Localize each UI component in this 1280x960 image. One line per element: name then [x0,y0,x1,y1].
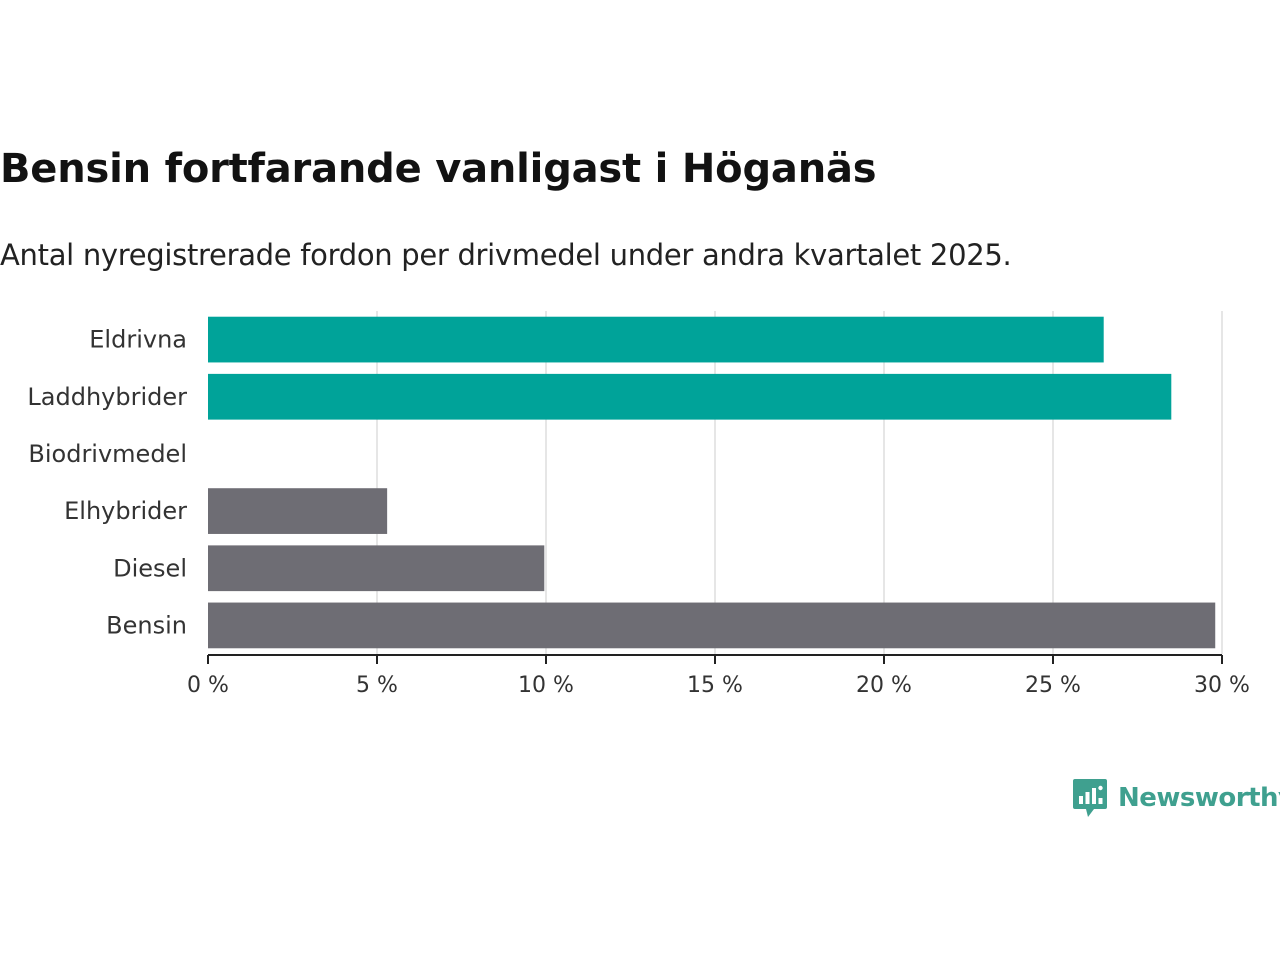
bar [208,373,1172,420]
category-label: Eldrivna [89,326,187,354]
category-label: Laddhybrider [27,383,187,411]
newsworthy-logo: Newsworthy [1072,776,1280,820]
logo-text: Newsworthy [1118,783,1280,813]
bar-chart-speech-bubble-icon [1073,779,1107,817]
x-tick-label: 5 % [356,673,398,698]
x-tick-label: 0 % [187,673,229,698]
category-label: Diesel [113,554,187,582]
chart-subtitle: Antal nyregistrerade fordon per drivmede… [0,238,1012,272]
category-label: Biodrivmedel [28,440,187,468]
x-tick-label: 10 % [518,673,574,698]
bar [208,316,1104,363]
x-tick-label: 15 % [687,673,743,698]
category-label: Elhybrider [64,497,187,525]
x-tick-label: 30 % [1194,673,1250,698]
bar [208,488,388,534]
category-label: Bensin [106,611,187,639]
bar [208,545,545,592]
bar [208,602,1216,649]
chart-title: Bensin fortfarande vanligast i Höganäs [0,146,877,192]
x-tick-label: 25 % [1025,673,1081,698]
x-tick-label: 20 % [856,673,912,698]
